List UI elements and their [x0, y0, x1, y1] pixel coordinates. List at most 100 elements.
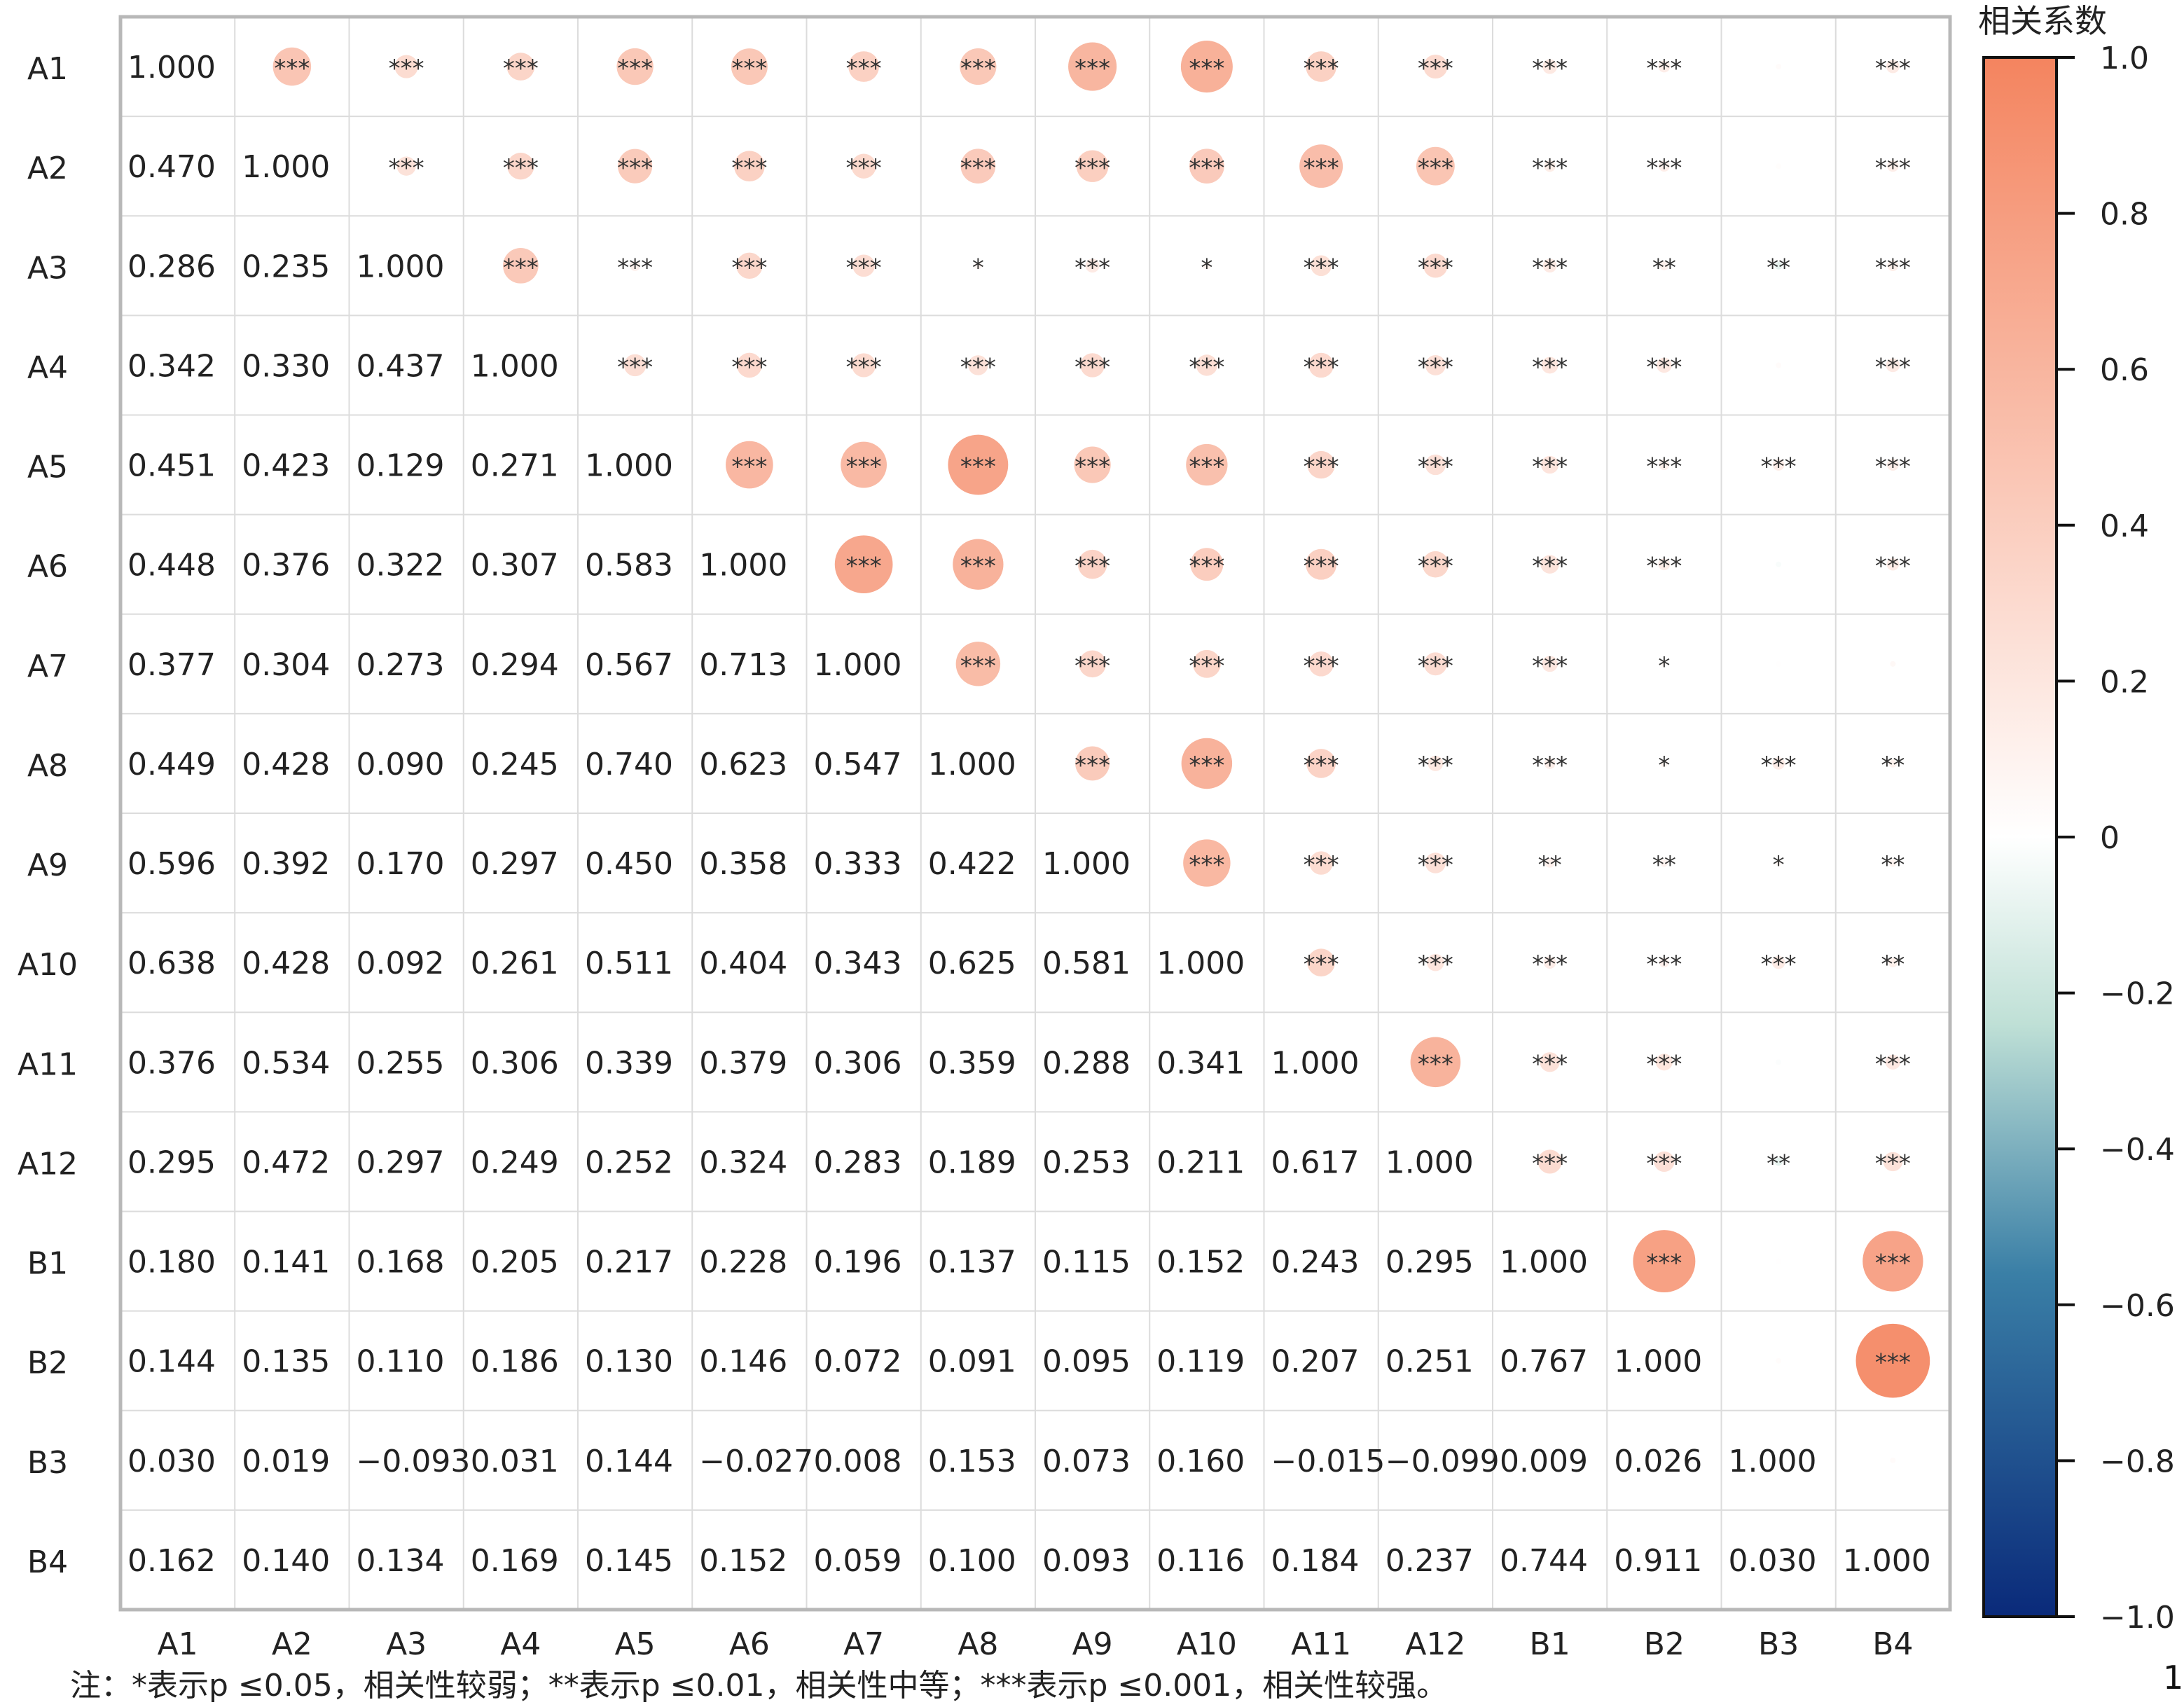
correlation-value: 0.026	[1614, 1444, 1702, 1479]
correlation-circle	[1306, 749, 1336, 778]
significance-label: ***	[1304, 353, 1339, 381]
correlation-circle	[1658, 60, 1671, 73]
correlation-circle	[1544, 757, 1556, 769]
correlation-value: 0.428	[242, 946, 330, 981]
correlation-value: 0.153	[928, 1444, 1016, 1479]
correlation-circle	[848, 51, 879, 82]
colorbar-tick-label: 0.4	[2100, 509, 2149, 544]
significance-label: ***	[1074, 254, 1110, 282]
correlation-value: 0.152	[699, 1543, 787, 1579]
correlation-value: 0.379	[699, 1045, 787, 1081]
significance-label: ***	[1532, 951, 1568, 979]
significance-label: ***	[617, 254, 653, 282]
correlation-circle	[1309, 851, 1333, 875]
colorbar-tick-label: 0	[2100, 820, 2120, 856]
correlation-value: 0.297	[471, 846, 559, 882]
colorbar-tick-label: 0.6	[2100, 352, 2149, 388]
correlation-circle	[1633, 1230, 1696, 1293]
correlation-circle	[616, 48, 654, 85]
correlation-value: 0.448	[127, 548, 216, 583]
y-tick-label: B4	[27, 1544, 68, 1580]
significance-label: ***	[846, 353, 882, 381]
y-tick-label: A10	[18, 947, 78, 983]
correlation-value: 0.255	[357, 1045, 445, 1081]
correlation-circle	[1180, 41, 1233, 93]
correlation-value: 1.000	[1042, 846, 1131, 882]
correlation-circle	[1075, 746, 1110, 781]
correlation-value: 0.307	[471, 548, 559, 583]
x-tick-label: B4	[1872, 1626, 1913, 1662]
correlation-circle	[1203, 261, 1211, 270]
significance-label: ***	[1189, 55, 1224, 83]
significance-label: ***	[1875, 1250, 1911, 1278]
correlation-circle	[1307, 948, 1335, 976]
page-number: 1	[2163, 1659, 2184, 1696]
correlation-circle	[1772, 459, 1785, 471]
correlation-circle	[1311, 255, 1332, 277]
y-tick-label: B2	[27, 1346, 68, 1381]
correlation-value: 0.145	[585, 1543, 673, 1579]
correlation-value: 0.744	[1500, 1543, 1588, 1579]
correlation-value: 0.297	[357, 1145, 445, 1180]
significance-label: ***	[1304, 951, 1339, 979]
correlation-value: 0.617	[1271, 1145, 1360, 1180]
colorbar-tick-label: 1.0	[2100, 41, 2149, 76]
correlation-value: 0.767	[1500, 1344, 1588, 1380]
correlation-value: 0.596	[127, 846, 216, 882]
correlation-value: 0.330	[242, 348, 330, 384]
significance-label: ***	[1875, 1149, 1911, 1177]
significance-label: **	[1652, 254, 1676, 282]
correlation-value: 0.271	[471, 448, 559, 484]
correlation-circle	[1416, 146, 1455, 186]
significance-label: ***	[1304, 851, 1339, 879]
significance-label: ***	[1875, 553, 1911, 581]
y-tick-label: A12	[18, 1146, 78, 1182]
colorbar-tick-label: 0.8	[2100, 197, 2149, 233]
significance-label: ***	[1875, 1349, 1911, 1377]
correlation-value: 0.294	[471, 647, 559, 683]
correlation-circle	[1537, 1149, 1562, 1174]
correlation-circle	[1080, 353, 1105, 378]
correlation-value: 0.288	[1042, 1045, 1131, 1081]
correlation-value: 0.217	[585, 1245, 673, 1280]
significance-label: ***	[1418, 752, 1453, 780]
correlation-circle	[1425, 454, 1446, 476]
correlation-circle	[1425, 852, 1446, 873]
correlation-circle	[1657, 357, 1672, 373]
correlation-circle	[1855, 1323, 1930, 1398]
significance-label: ***	[960, 55, 996, 83]
correlation-value: 0.186	[471, 1344, 559, 1380]
significance-label: ***	[1418, 353, 1453, 381]
significance-label: **	[1881, 752, 1905, 780]
correlation-circle	[506, 53, 535, 81]
correlation-value: 0.134	[357, 1543, 445, 1579]
correlation-value: 0.059	[814, 1543, 902, 1579]
correlation-value: 0.306	[471, 1045, 559, 1081]
significance-label: ***	[1189, 353, 1224, 381]
correlation-circle	[396, 156, 416, 176]
correlation-circle	[1181, 738, 1233, 789]
correlation-value: 0.358	[699, 846, 787, 882]
correlation-value: 0.129	[357, 448, 445, 484]
correlation-value: 0.019	[242, 1444, 330, 1479]
correlation-circle	[960, 48, 997, 85]
correlation-circle	[1074, 446, 1111, 483]
significance-label: ***	[731, 254, 767, 282]
correlation-circle	[1189, 148, 1224, 184]
significance-label: ***	[731, 453, 767, 481]
correlation-value: 0.450	[585, 846, 673, 882]
significance-label: ***	[1418, 453, 1453, 481]
correlation-value: 1.000	[585, 448, 673, 484]
significance-label: ***	[1418, 254, 1453, 282]
correlation-circle	[968, 355, 988, 375]
significance-label: ***	[1189, 553, 1224, 581]
correlation-value: 0.322	[357, 548, 445, 583]
correlation-circle	[1299, 144, 1343, 188]
correlation-value: 0.093	[1042, 1543, 1131, 1579]
significance-label: ***	[846, 453, 882, 481]
correlation-value: 0.072	[814, 1344, 902, 1380]
significance-label: ***	[1761, 453, 1797, 481]
colorbar-tick-label: −0.8	[2100, 1444, 2175, 1479]
correlation-value: 1.000	[1385, 1145, 1474, 1180]
correlation-value: 0.009	[1500, 1444, 1588, 1479]
